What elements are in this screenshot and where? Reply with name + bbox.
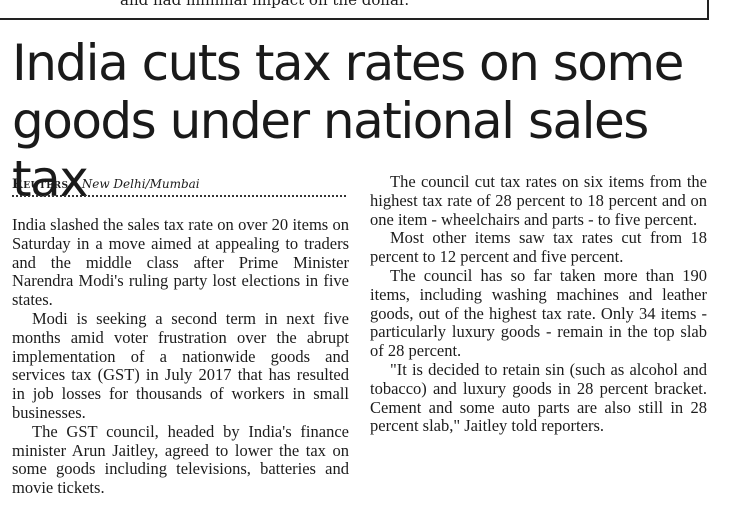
paragraph: India slashed the sales tax rate on over…	[12, 215, 349, 310]
paragraph: The council has so far taken more than 1…	[370, 265, 707, 361]
previous-article-tail-text: and had minimal impact on the dollar.	[120, 0, 410, 9]
section-divider	[0, 18, 707, 20]
paragraph: Modi is seeking a second term in next fi…	[12, 308, 349, 422]
paragraph: Most other items saw tax rates cut from …	[370, 228, 707, 267]
paragraph: The GST council, headed by India's finan…	[12, 421, 349, 498]
byline-agency: Reuters,	[12, 177, 74, 192]
byline: Reuters, New Delhi/Mumbai	[12, 177, 200, 192]
byline-location: New Delhi/Mumbai	[81, 177, 200, 191]
byline-dotted-rule	[12, 195, 346, 197]
paragraph: "It is decided to retain sin (such as al…	[370, 359, 707, 436]
article-headline: India cuts tax rates on some goods under…	[12, 34, 684, 208]
column-divider	[707, 0, 709, 20]
article-left-column: India slashed the sales tax rate on over…	[12, 215, 349, 498]
paragraph: The council cut tax rates on six items f…	[370, 172, 707, 229]
article-right-column: The council cut tax rates on six items f…	[370, 172, 707, 436]
